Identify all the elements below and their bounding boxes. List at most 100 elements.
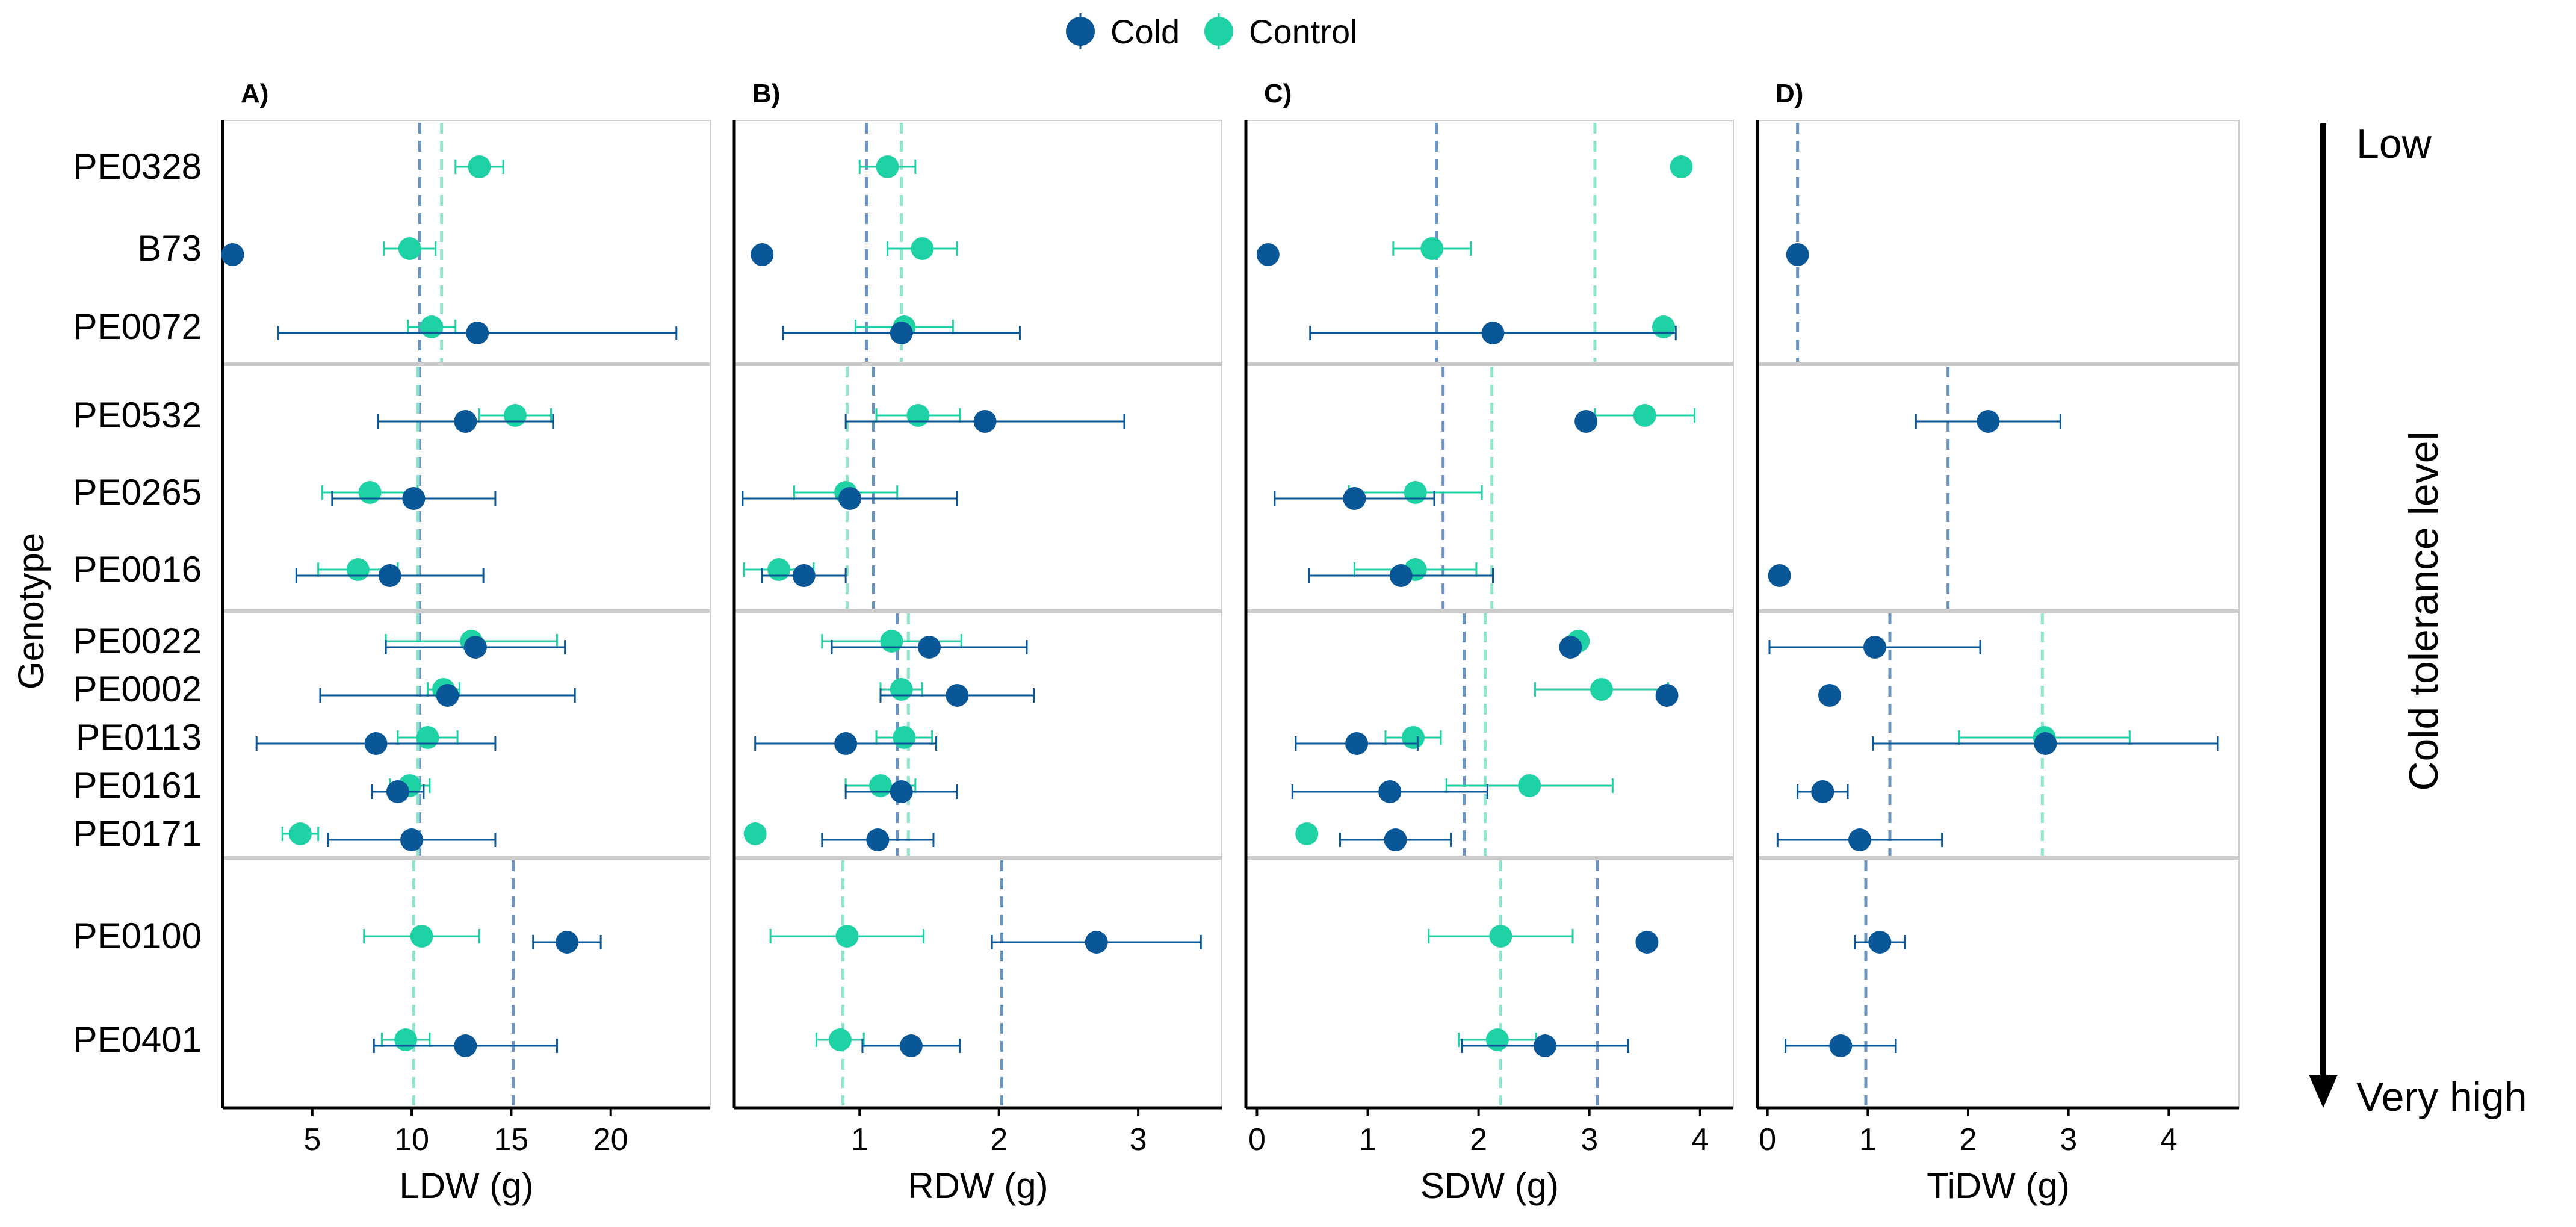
cold-point bbox=[1256, 243, 1280, 266]
panel-4: D) 0 1 2 3 4 TiDW (g) bbox=[1756, 79, 2240, 1206]
legend-control-label: Control bbox=[1249, 13, 1358, 51]
genotype-label: PE0265 bbox=[73, 472, 202, 512]
cold-point bbox=[1818, 684, 1841, 707]
cold-point bbox=[463, 636, 487, 659]
cold-point bbox=[1384, 828, 1407, 851]
cold-point bbox=[890, 780, 913, 803]
x-tick-label: 3 bbox=[1581, 1122, 1598, 1157]
cold-point bbox=[899, 1034, 923, 1057]
panel-background bbox=[222, 120, 711, 1108]
cold-point bbox=[1635, 931, 1659, 954]
control-point bbox=[1652, 315, 1676, 338]
cold-point bbox=[1389, 564, 1413, 587]
x-tick-label: 2 bbox=[990, 1122, 1008, 1157]
cold-point bbox=[221, 243, 244, 266]
x-tick-label: 1 bbox=[1859, 1122, 1877, 1157]
cold-point bbox=[378, 564, 401, 587]
control-point bbox=[1420, 237, 1444, 260]
cold-point bbox=[1085, 931, 1108, 954]
genotype-label: B73 bbox=[137, 228, 202, 269]
side-label-low: Low bbox=[2356, 121, 2432, 167]
control-point bbox=[911, 237, 934, 260]
cold-point bbox=[1768, 564, 1791, 587]
genotype-label: PE0161 bbox=[73, 765, 202, 806]
genotype-label: PE0401 bbox=[73, 1019, 202, 1060]
control-point bbox=[876, 155, 899, 178]
x-axis-title: SDW (g) bbox=[1420, 1166, 1559, 1206]
panel-label: B) bbox=[752, 79, 780, 108]
panel-2: B) 1 2 3 RDW (g) bbox=[732, 79, 1222, 1206]
genotype-label: PE0171 bbox=[73, 813, 202, 854]
cold-point bbox=[834, 732, 858, 755]
cold-point bbox=[1655, 684, 1679, 707]
cold-point bbox=[1863, 636, 1886, 659]
cold-point bbox=[1829, 1034, 1853, 1057]
cold-point bbox=[1345, 732, 1369, 755]
genotype-label: PE0022 bbox=[73, 621, 202, 661]
cold-point bbox=[364, 732, 388, 755]
genotype-label: PE0532 bbox=[73, 395, 202, 435]
control-point bbox=[346, 558, 370, 581]
genotype-label: PE0072 bbox=[73, 306, 202, 347]
cold-point bbox=[1848, 828, 1871, 851]
cold-point bbox=[751, 243, 774, 266]
genotype-label: PE0113 bbox=[76, 717, 202, 757]
control-point bbox=[1401, 726, 1425, 749]
cold-point bbox=[400, 828, 424, 851]
genotype-label: PE0002 bbox=[73, 669, 202, 709]
cold-tolerance-axis: Low Very high Cold tolerance level bbox=[2309, 121, 2527, 1120]
x-tick-label: 4 bbox=[2160, 1122, 2178, 1157]
genotype-label: PE0016 bbox=[73, 549, 202, 589]
x-tick-label: 4 bbox=[1691, 1122, 1709, 1157]
legend: Cold Control bbox=[1066, 13, 1358, 51]
x-tick-label: 1 bbox=[1359, 1122, 1376, 1157]
cold-point bbox=[1378, 780, 1402, 803]
x-tick-label: 2 bbox=[1960, 1122, 1977, 1157]
x-tick-label: 10 bbox=[394, 1122, 429, 1157]
control-point bbox=[880, 630, 903, 653]
cold-point bbox=[890, 322, 913, 344]
control-point bbox=[767, 558, 791, 581]
panel-3: C) 0 1 2 3 4 SDW (g) bbox=[1244, 79, 1734, 1206]
x-tick-label: 1 bbox=[851, 1122, 868, 1157]
control-point bbox=[1485, 1028, 1509, 1051]
x-tick-label: 5 bbox=[303, 1122, 321, 1157]
cold-point bbox=[946, 684, 969, 707]
cold-point bbox=[792, 564, 816, 587]
cold-point bbox=[454, 410, 477, 433]
cold-point bbox=[1786, 243, 1809, 266]
control-point bbox=[398, 237, 421, 260]
x-tick-label: 0 bbox=[1248, 1122, 1266, 1157]
genotype-labels: PE0328 B73 PE0072 PE0532 PE0265 PE0016 PE0022 P… bbox=[73, 146, 202, 1060]
control-point bbox=[410, 925, 433, 948]
control-point bbox=[906, 404, 930, 427]
x-axis-title: LDW (g) bbox=[399, 1166, 533, 1206]
x-axis-title: RDW (g) bbox=[908, 1166, 1048, 1206]
x-tick-label: 2 bbox=[1470, 1122, 1487, 1157]
cold-point bbox=[1868, 931, 1892, 954]
panel-label: D) bbox=[1776, 79, 1803, 108]
control-point bbox=[394, 1028, 418, 1051]
cold-point bbox=[2034, 732, 2057, 755]
panel-background bbox=[734, 120, 1222, 1108]
control-point bbox=[1404, 481, 1427, 504]
genotype-label: PE0328 bbox=[73, 146, 202, 187]
control-point bbox=[358, 481, 382, 504]
control-point bbox=[890, 678, 913, 701]
control-point bbox=[869, 774, 892, 797]
control-point bbox=[504, 404, 527, 427]
control-point bbox=[416, 726, 439, 749]
cold-point bbox=[1343, 487, 1366, 510]
control-point bbox=[1633, 404, 1656, 427]
cold-point bbox=[1534, 1034, 1557, 1057]
legend-cold-label: Cold bbox=[1110, 13, 1180, 51]
x-tick-label: 15 bbox=[494, 1122, 528, 1157]
cold-point bbox=[838, 487, 862, 510]
control-point bbox=[1670, 155, 1693, 178]
cold-point bbox=[555, 931, 578, 954]
cold-point bbox=[918, 636, 941, 659]
panel-label: C) bbox=[1264, 79, 1292, 108]
cold-point bbox=[1559, 636, 1582, 659]
